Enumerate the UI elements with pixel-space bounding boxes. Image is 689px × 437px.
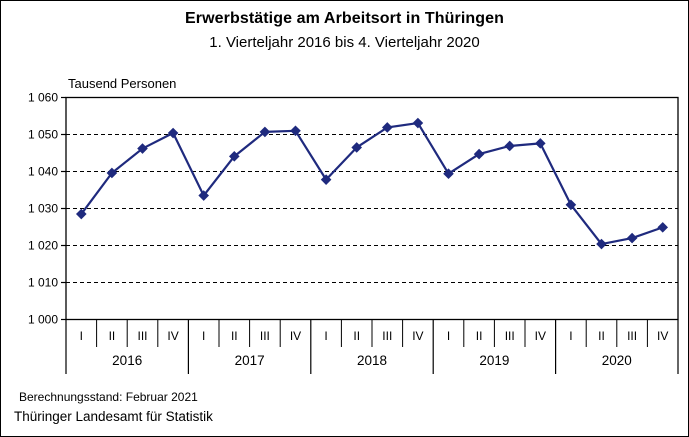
data-point-marker — [626, 232, 638, 244]
x-quarter-label: III — [505, 329, 515, 343]
x-quarter-label: IV — [657, 329, 668, 343]
x-quarter-label: IV — [290, 329, 301, 343]
data-point-marker — [473, 148, 485, 160]
x-year-label: 2018 — [357, 353, 387, 368]
x-quarter-label: II — [476, 329, 483, 343]
y-tick-label: 1 010 — [28, 276, 58, 290]
data-point-marker — [290, 125, 301, 137]
data-point-marker — [228, 151, 240, 162]
x-quarter-label: I — [80, 329, 83, 343]
data-point-marker — [75, 208, 87, 220]
data-point-marker — [167, 127, 179, 139]
data-point-marker — [351, 142, 363, 153]
x-quarter-label: II — [231, 329, 238, 343]
data-point-marker — [106, 167, 118, 179]
x-year-label: 2020 — [602, 353, 632, 368]
series-line — [80, 121, 664, 246]
x-year-label: 2017 — [235, 353, 265, 368]
data-point-marker — [534, 138, 546, 149]
x-quarter-label: III — [137, 329, 147, 343]
x-quarter-label: IV — [167, 329, 178, 343]
data-point-marker — [443, 168, 454, 180]
data-point-marker — [381, 122, 393, 133]
y-tick-label: 1 000 — [28, 313, 58, 327]
data-point-marker — [504, 140, 516, 152]
chart-subtitle: 1. Vierteljahr 2016 bis 4. Vierteljahr 2… — [209, 34, 480, 51]
x-quarter-label: I — [324, 329, 327, 343]
data-point-marker — [259, 126, 271, 138]
x-quarter-label: I — [447, 329, 450, 343]
x-quarter-label: IV — [535, 329, 546, 343]
data-point-marker — [412, 117, 424, 129]
x-quarter-label: I — [202, 329, 205, 343]
x-quarter-label: I — [569, 329, 572, 343]
x-quarter-label: III — [627, 329, 637, 343]
x-quarter-label: IV — [412, 329, 423, 343]
y-tick-label: 1 060 — [28, 91, 58, 105]
data-point-marker — [596, 238, 607, 250]
x-quarter-label: II — [353, 329, 360, 343]
y-tick-label: 1 020 — [28, 239, 58, 253]
data-point-marker — [657, 222, 669, 233]
footer-source: Thüringer Landesamt für Statistik — [14, 409, 213, 424]
x-quarter-label: II — [598, 329, 605, 343]
y-tick-label: 1 030 — [28, 202, 58, 216]
x-quarter-label: III — [260, 329, 270, 343]
footer-berechnungsstand: Berechnungsstand: Februar 2021 — [19, 390, 198, 404]
x-year-label: 2019 — [479, 353, 509, 368]
y-axis-title: Tausend Personen — [68, 76, 177, 91]
data-point-marker — [137, 143, 148, 154]
data-point-marker — [565, 199, 577, 211]
y-tick-label: 1 040 — [28, 165, 58, 179]
x-quarter-label: III — [382, 329, 392, 343]
data-point-marker — [198, 190, 210, 201]
data-point-marker — [320, 174, 332, 185]
chart-title: Erwerbstätige am Arbeitsort in Thüringen — [184, 10, 504, 27]
x-quarter-label: II — [109, 329, 116, 343]
y-tick-label: 1 050 — [28, 128, 58, 142]
x-year-label: 2016 — [112, 353, 142, 368]
